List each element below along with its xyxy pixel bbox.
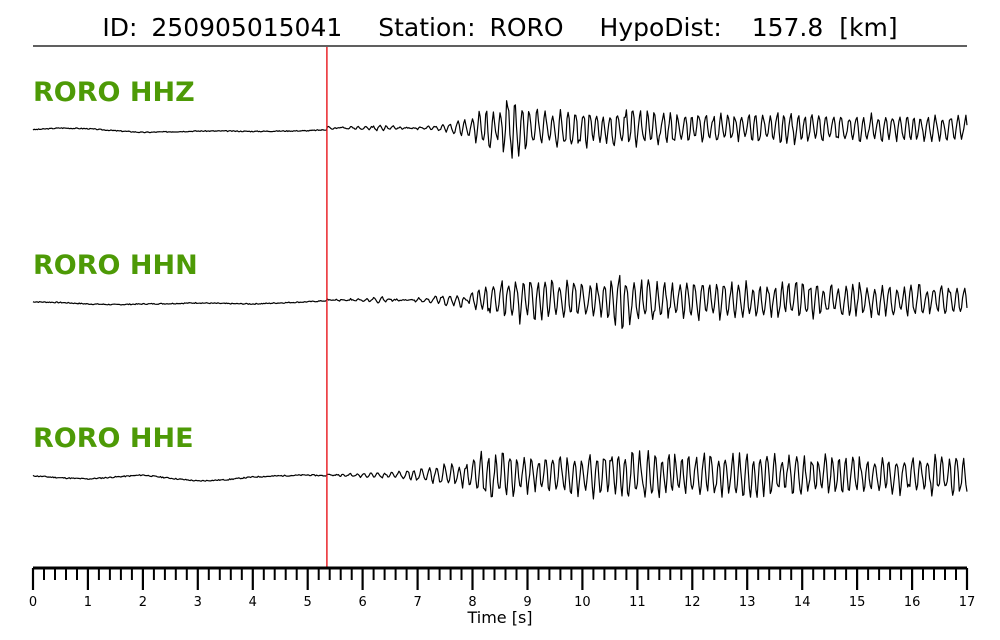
channel-labels-group: RORO HHZ RORO HHN RORO HHE [33, 77, 198, 454]
channel-label-1: RORO HHZ [33, 77, 195, 108]
tick-label-14: 14 [794, 595, 811, 610]
hypodist-label: HypoDist: [600, 13, 722, 42]
waveform-trace-3 [32, 450, 968, 500]
tick-label-10: 10 [574, 595, 591, 610]
tick-label-12: 12 [684, 595, 701, 610]
waveform-trace-2 [32, 274, 968, 329]
tick-label-16: 16 [904, 595, 921, 610]
time-axis: 0 1 2 3 4 5 6 7 8 9 10 11 12 13 14 15 16 17 Time [s] [29, 566, 975, 627]
waveform-trace-1 [32, 100, 968, 159]
axis-ticks [31, 568, 969, 590]
tick-label-5: 5 [304, 595, 312, 610]
id-label: ID: [102, 13, 137, 42]
tick-label-8: 8 [468, 595, 476, 610]
event-id: 250905015041 [151, 13, 342, 42]
tick-label-13: 13 [739, 595, 756, 610]
axis-tick-labels: 0 1 2 3 4 5 6 7 8 9 10 11 12 13 14 15 16 17 [29, 595, 975, 610]
figure-title: ID: 250905015041 Station: RORO HypoDist:… [102, 13, 897, 42]
tick-label-4: 4 [249, 595, 257, 610]
tick-label-3: 3 [194, 595, 202, 610]
tick-label-6: 6 [358, 595, 366, 610]
hypodist-unit: [km] [839, 13, 897, 42]
station-label: Station: [378, 13, 475, 42]
channel-label-3: RORO HHE [33, 423, 194, 454]
tick-label-2: 2 [139, 595, 147, 610]
tick-label-17: 17 [959, 595, 976, 610]
station-name: RORO [489, 13, 563, 42]
traces-group [32, 100, 968, 500]
tick-label-7: 7 [413, 595, 421, 610]
tick-label-0: 0 [29, 595, 37, 610]
channel-label-2: RORO HHN [33, 250, 198, 281]
hypodist-value: 157.8 [752, 13, 824, 42]
tick-label-15: 15 [849, 595, 866, 610]
tick-label-9: 9 [523, 595, 531, 610]
x-axis-label: Time [s] [466, 608, 532, 627]
tick-label-1: 1 [84, 595, 92, 610]
tick-label-11: 11 [629, 595, 646, 610]
